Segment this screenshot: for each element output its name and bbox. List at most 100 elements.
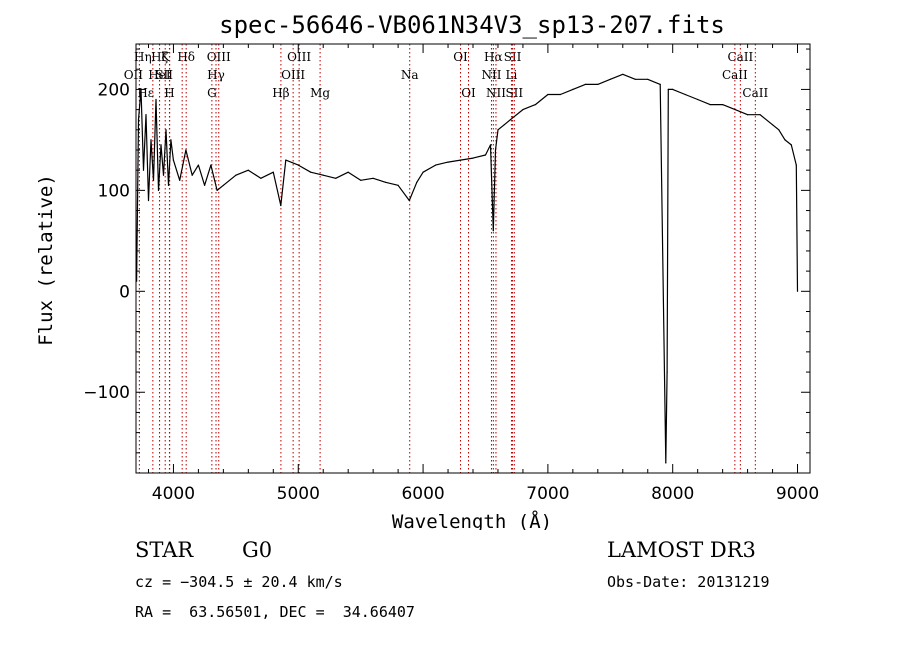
- line-label-0: Hη: [134, 50, 152, 64]
- data-point-70: [697, 98, 699, 101]
- x-tick-label-5: 9000: [776, 484, 819, 504]
- data-point-31: [310, 171, 312, 173]
- data-point-34: [347, 171, 349, 173]
- data-point-9: [157, 189, 160, 191]
- data-point-4: [145, 114, 147, 116]
- redshift-cz: cz = −304.5 ± 20.4 km/s: [135, 573, 343, 591]
- y-tick-label-1: 0: [119, 282, 130, 302]
- data-point-6: [150, 139, 152, 141]
- line-label-18: CaII: [722, 68, 748, 82]
- line-label-26: SII: [505, 86, 523, 100]
- data-point-33: [335, 177, 337, 179]
- data-point-37: [385, 181, 387, 183]
- object-class: STAR: [135, 538, 194, 562]
- line-label-8: SII: [504, 50, 522, 64]
- data-point-55: [547, 93, 549, 96]
- data-point-62: [634, 78, 636, 80]
- data-point-45: [472, 157, 474, 159]
- data-point-11: [162, 174, 165, 176]
- data-point-7: [152, 179, 155, 181]
- line-label-17: Li: [506, 68, 518, 82]
- data-point-73: [734, 109, 736, 111]
- line-label-16: NII: [481, 68, 501, 82]
- data-point-53: [522, 109, 524, 111]
- y-tick-label-2: 100: [98, 181, 130, 201]
- line-label-23: Mg: [310, 86, 330, 100]
- line-label-27: CaII: [742, 86, 768, 100]
- data-point-46: [484, 154, 487, 156]
- plot-frame: [135, 43, 811, 474]
- x-tick-label-1: 5000: [277, 484, 320, 504]
- data-point-76: [772, 124, 774, 126]
- data-point-25: [247, 169, 249, 171]
- data-point-24: [235, 174, 237, 176]
- data-point-64: [659, 83, 661, 85]
- line-label-12: SII: [155, 68, 173, 82]
- observation-date: Obs-Date: 20131219: [607, 573, 770, 591]
- data-point-69: [684, 93, 686, 96]
- x-tick-label-4: 8000: [651, 484, 694, 504]
- data-point-23: [222, 184, 224, 186]
- data-point-21: [210, 164, 212, 166]
- data-point-68: [672, 88, 674, 90]
- data-point-17: [185, 149, 187, 151]
- line-label-14: OIII: [281, 68, 305, 82]
- data-point-40: [416, 181, 418, 183]
- data-point-20: [204, 184, 206, 186]
- data-point-27: [272, 171, 274, 173]
- data-point-30: [297, 164, 299, 166]
- data-point-52: [509, 119, 511, 121]
- line-label-9: CaII: [727, 50, 753, 64]
- line-label-10: OII: [124, 68, 144, 82]
- data-point-38: [397, 184, 399, 186]
- data-point-14: [170, 139, 172, 141]
- data-point-28: [280, 204, 282, 207]
- data-point-10: [160, 144, 162, 146]
- data-point-63: [647, 78, 649, 80]
- data-point-16: [179, 179, 181, 181]
- data-point-8: [155, 98, 157, 101]
- y-tick-label-0: −100: [83, 383, 130, 403]
- data-point-67: [667, 88, 669, 90]
- data-point-49: [494, 149, 497, 151]
- line-label-24: OI: [461, 86, 476, 100]
- x-tick-label-3: 7000: [526, 484, 569, 504]
- data-point-12: [165, 129, 167, 131]
- data-point-47: [489, 144, 492, 146]
- data-point-60: [609, 78, 611, 80]
- series-layer: [136, 73, 799, 464]
- survey-name: LAMOST DR3: [607, 538, 756, 562]
- data-point-39: [408, 199, 410, 202]
- data-point-15: [172, 159, 174, 161]
- chart-title: spec-56646-VB061N34V3_sp13-207.fits: [219, 11, 725, 39]
- line-label-13: Hγ: [207, 68, 225, 82]
- data-point-36: [372, 177, 374, 179]
- data-point-57: [572, 88, 574, 90]
- data-point-65: [665, 462, 667, 464]
- y-tick-label-3: 200: [98, 80, 130, 100]
- spectrum-chart: spec-56646-VB061N34V3_sp13-207.fits Hη Hζ…: [35, 11, 819, 530]
- data-point-59: [597, 83, 599, 85]
- data-point-66: [666, 371, 668, 373]
- data-point-75: [759, 114, 761, 116]
- data-point-77: [778, 129, 780, 131]
- y-axis-label: Flux (relative): [35, 174, 57, 346]
- series-flux-line: [136, 73, 799, 464]
- data-point-26: [260, 177, 262, 179]
- data-point-58: [584, 83, 586, 85]
- x-axis: 4000 5000 6000 7000 8000 9000: [147, 44, 819, 504]
- data-point-61: [622, 73, 624, 75]
- line-label-20: H: [164, 86, 174, 100]
- line-label-2: K: [161, 50, 171, 64]
- y-axis: −100 0 100 200: [83, 48, 810, 454]
- data-point-18: [191, 174, 193, 176]
- line-label-11: HeI: [148, 68, 171, 82]
- data-point-19: [197, 164, 199, 166]
- ra-dec-coordinates: RA = 63.56501, DEC = 34.66407: [135, 603, 415, 621]
- data-point-42: [435, 164, 437, 166]
- data-point-44: [459, 159, 462, 161]
- data-point-72: [722, 104, 724, 106]
- data-point-51: [503, 124, 505, 126]
- x-axis-label: Wavelength (Å): [392, 510, 552, 530]
- data-point-35: [360, 179, 362, 181]
